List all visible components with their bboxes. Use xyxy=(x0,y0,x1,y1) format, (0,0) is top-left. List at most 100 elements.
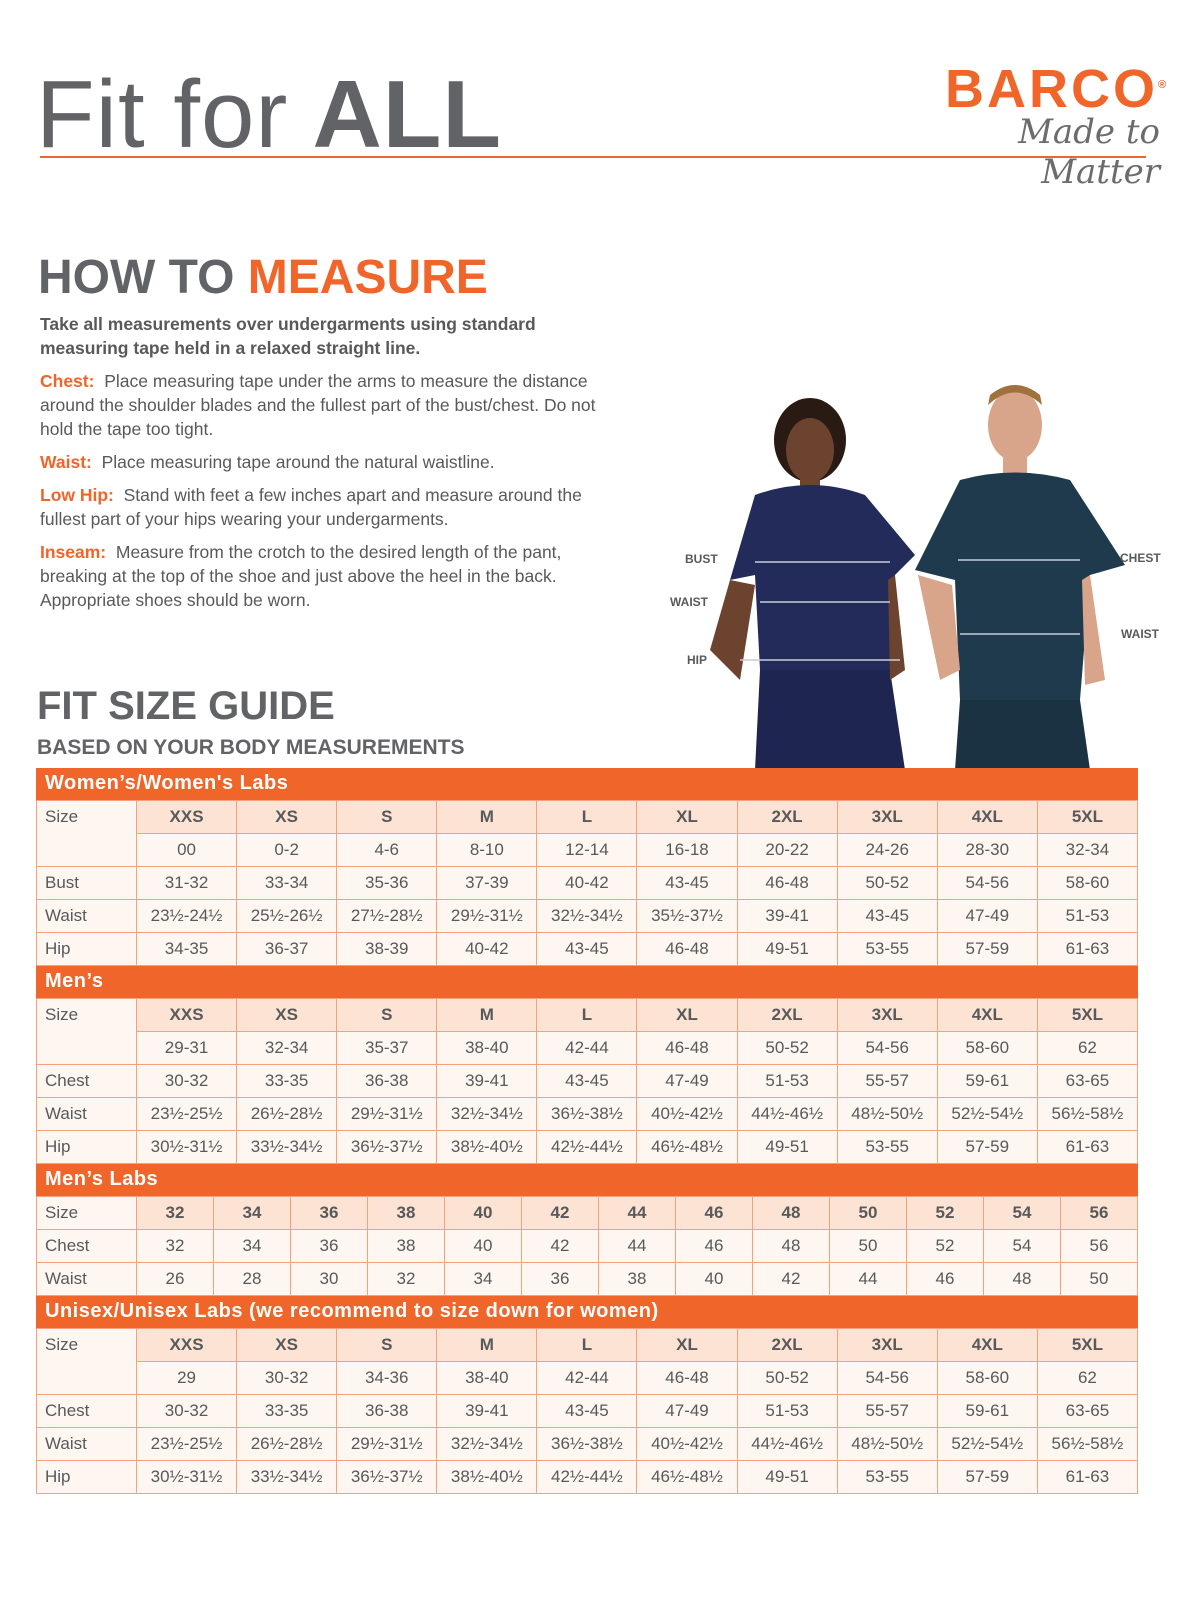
table-row: Waist 26 28 30 32 34 36 38 40 42 44 46 48 50 xyxy=(36,1262,1138,1296)
table-cell: 46-48 xyxy=(636,1361,738,1395)
waist-label-women: WAIST xyxy=(670,595,709,609)
table-row: Waist 23½-25½ 26½-28½ 29½-31½ 32½-34½ 36½-38½… xyxy=(36,1427,1139,1461)
size-header-cell: S xyxy=(336,800,438,834)
table-cell: 55-57 xyxy=(836,1064,938,1098)
table-cell: 54 xyxy=(983,1229,1061,1263)
table-cell: 30½-31½ xyxy=(135,1460,238,1494)
size-header-cell: XS xyxy=(236,998,338,1032)
size-header-cell: XXS xyxy=(135,1328,238,1362)
size-header-cell: 36 xyxy=(290,1196,368,1230)
chest-label: CHEST xyxy=(1120,551,1161,565)
row-label: Waist xyxy=(36,899,137,933)
table-cell: 36-37 xyxy=(236,932,338,966)
table-cell: 20-22 xyxy=(736,833,838,867)
measurement-lines xyxy=(740,559,1080,661)
size-header-cell: 50 xyxy=(829,1196,907,1230)
table-cell: 46 xyxy=(906,1262,984,1296)
table-cell: 54-56 xyxy=(836,1031,938,1065)
table-cell: 30-32 xyxy=(135,1394,238,1428)
table-cell: 50-52 xyxy=(736,1361,838,1395)
table-cell: 54-56 xyxy=(936,866,1038,900)
table-cell: 43-45 xyxy=(536,1064,638,1098)
size-header-cell: L xyxy=(536,998,638,1032)
models-photo: BUST WAIST HIP CHEST WAIST xyxy=(670,385,1161,770)
table-cell: 36½-38½ xyxy=(536,1427,638,1461)
table-cell: 61-63 xyxy=(1036,1460,1139,1494)
table-cell: 59-61 xyxy=(936,1064,1038,1098)
table-cell: 29½-31½ xyxy=(336,1427,438,1461)
fit-size-guide-subtitle: BASED ON YOUR BODY MEASUREMENTS xyxy=(37,736,465,759)
row-label: Size xyxy=(36,1328,137,1395)
table-cell: 32½-34½ xyxy=(536,899,638,933)
size-header-cell: 3XL xyxy=(836,998,938,1032)
instruction-inseam: Inseam: Measure from the crotch to the d… xyxy=(40,540,610,612)
table-row: Waist 23½-24½ 25½-26½ 27½-28½ 29½-31½ 32½-34½… xyxy=(36,899,1139,933)
table-cell: 58-60 xyxy=(936,1361,1038,1395)
size-header-cell: 52 xyxy=(906,1196,984,1230)
desc: Measure from the crotch to the desired l… xyxy=(40,542,562,610)
size-header-cell: 40 xyxy=(444,1196,522,1230)
table-cell: 40 xyxy=(675,1262,753,1296)
size-header-cell: 34 xyxy=(213,1196,291,1230)
table-cell: 23½-25½ xyxy=(135,1427,238,1461)
size-header-cell: M xyxy=(436,800,538,834)
table-cell: 48½-50½ xyxy=(836,1427,938,1461)
table-cell: 49-51 xyxy=(736,932,838,966)
hip-label: HIP xyxy=(687,653,707,667)
fit-size-guide-title: FIT SIZE GUIDE xyxy=(37,684,335,728)
table-cell: 57-59 xyxy=(936,1130,1038,1164)
table-cell: 42 xyxy=(752,1262,830,1296)
table-cell: 30½-31½ xyxy=(135,1130,238,1164)
size-header-cell: L xyxy=(536,1328,638,1362)
table-cell: 31-32 xyxy=(135,866,238,900)
size-header-cell: 3XL xyxy=(836,1328,938,1362)
table-cell: 37-39 xyxy=(436,866,538,900)
table-cell: 63-65 xyxy=(1036,1064,1139,1098)
table-cell: 50 xyxy=(829,1229,907,1263)
table-cell: 53-55 xyxy=(836,1130,938,1164)
row-label: Hip xyxy=(36,1130,137,1164)
row-label: Chest xyxy=(36,1229,137,1263)
table-cell: 29-31 xyxy=(135,1031,238,1065)
size-table: Size XXS XS S M L XL 2XL 3XL 4XL 5XL 29-31 32-34 35-3… xyxy=(36,998,1139,1164)
table-cell: 26 xyxy=(136,1262,214,1296)
table-cell: 27½-28½ xyxy=(336,899,438,933)
table-cell: 48½-50½ xyxy=(836,1097,938,1131)
table-cell: 26½-28½ xyxy=(236,1097,338,1131)
table-cell: 39-41 xyxy=(436,1394,538,1428)
size-header-cell: 5XL xyxy=(1036,998,1139,1032)
table-cell: 57-59 xyxy=(936,1460,1038,1494)
instruction-waist: Waist: Place measuring tape around the n… xyxy=(40,450,610,474)
size-header-cell: 42 xyxy=(521,1196,599,1230)
table-cell: 46½-48½ xyxy=(636,1130,738,1164)
table-row: Bust 31-32 33-34 35-36 37-39 40-42 43-45 46-48 5… xyxy=(36,866,1139,900)
table-cell: 36½-37½ xyxy=(336,1460,438,1494)
size-header-cell: 4XL xyxy=(936,998,1038,1032)
table-cell: 59-61 xyxy=(936,1394,1038,1428)
table-cell: 53-55 xyxy=(836,1460,938,1494)
table-cell: 43-45 xyxy=(536,1394,638,1428)
size-header-cell: 48 xyxy=(752,1196,830,1230)
table-row: Hip 30½-31½ 33½-34½ 36½-37½ 38½-40½ 42½-44½ 46… xyxy=(36,1460,1139,1494)
table-cell: 42 xyxy=(521,1229,599,1263)
size-header-cell: 5XL xyxy=(1036,800,1139,834)
desc: Place measuring tape under the arms to m… xyxy=(40,371,596,439)
table-cell: 34 xyxy=(444,1262,522,1296)
table-cell: 63-65 xyxy=(1036,1394,1139,1428)
table-cell: 0-2 xyxy=(236,833,338,867)
table-cell: 32-34 xyxy=(1036,833,1139,867)
header-divider xyxy=(40,156,1146,158)
table-row: 29 30-32 34-36 38-40 42-44 46-48 50-52 54-56 58-… xyxy=(37,1361,1139,1395)
table-cell: 12-14 xyxy=(536,833,638,867)
term: Chest: xyxy=(40,371,95,391)
table-cell: 44 xyxy=(598,1229,676,1263)
table-cell: 25½-26½ xyxy=(236,899,338,933)
row-label: Waist xyxy=(36,1097,137,1131)
page-title: Fit for ALL xyxy=(36,60,502,170)
size-table: Size XXS XS S M L XL 2XL 3XL 4XL 5XL 29 30-32 34-36 38… xyxy=(36,1328,1139,1494)
barco-logo: BARCO® Made to Matter xyxy=(945,58,1166,192)
table-cell: 46-48 xyxy=(636,932,738,966)
table-cell: 52½-54½ xyxy=(936,1097,1038,1131)
term: Low Hip: xyxy=(40,485,114,505)
table-row: Size XXS XS S M L XL 2XL 3XL 4XL 5XL xyxy=(36,1328,1139,1395)
